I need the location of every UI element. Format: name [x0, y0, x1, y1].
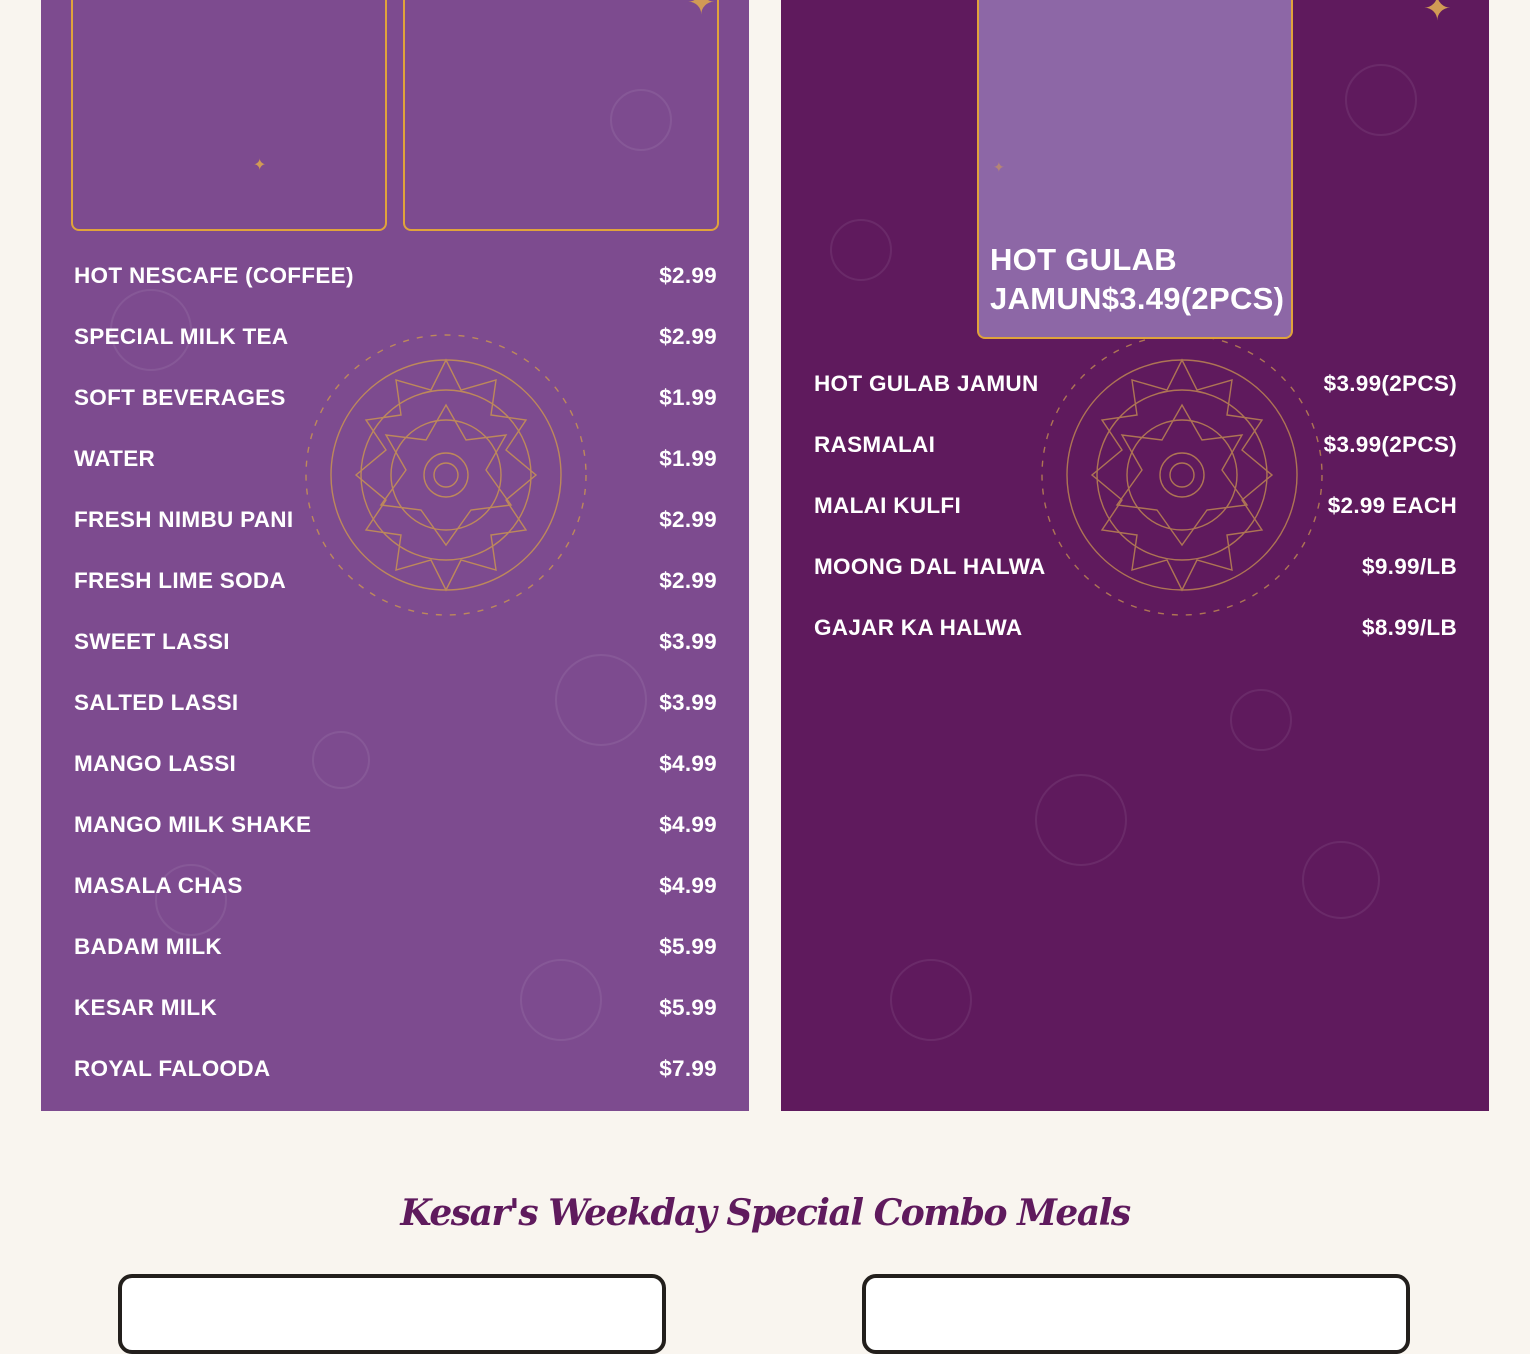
- item-price: $4.99: [659, 872, 717, 898]
- item-price: $1.99: [659, 445, 717, 471]
- item-name: FRESH LIME SODA: [74, 567, 287, 593]
- menu-item: SALTED LASSI $3.99: [74, 672, 717, 733]
- item-name: GAJAR KA HALWA: [814, 614, 1023, 640]
- menu-item: WATER $1.99: [74, 428, 717, 489]
- menu-item: RASMALAI $3.99(2PCS): [814, 414, 1457, 475]
- menu-item: BADAM MILK $5.99: [74, 916, 717, 977]
- item-price: $5.99: [659, 994, 717, 1020]
- item-name: SWEET LASSI: [74, 628, 230, 654]
- item-name: ROYAL FALOODA: [74, 1055, 271, 1081]
- item-name: SALTED LASSI: [74, 689, 239, 715]
- beverages-list: HOT NESCAFE (COFFEE) $2.99 SPECIAL MILK T…: [74, 245, 717, 1099]
- menu-item: FRESH NIMBU PANI $2.99: [74, 489, 717, 550]
- menu-photo-frame: ✦: [71, 0, 387, 231]
- item-name: KESAR MILK: [74, 994, 217, 1020]
- menu-item: KESAR MILK $5.99: [74, 977, 717, 1038]
- item-name: FRESH NIMBU PANI: [74, 506, 294, 532]
- item-price: $5.99: [659, 933, 717, 959]
- menu-photo-frame: ✦: [403, 0, 719, 231]
- combo-section-title: Kesar's Weekday Special Combo Meals: [400, 1192, 1131, 1234]
- item-name: BADAM MILK: [74, 933, 222, 959]
- menu-item: SPECIAL MILK TEA $2.99: [74, 306, 717, 367]
- menu-item: HOT GULAB JAMUN $3.99(2PCS): [814, 353, 1457, 414]
- menu-item: ROYAL FALOODA $7.99: [74, 1038, 717, 1099]
- menu-item: GAJAR KA HALWA $8.99/LB: [814, 597, 1457, 658]
- sparkle-icon: ✦: [687, 0, 716, 22]
- menu-item: HOT NESCAFE (COFFEE) $2.99: [74, 245, 717, 306]
- featured-item-name: HOT GULAB JAMUN: [990, 242, 1177, 316]
- item-price: $3.99: [659, 628, 717, 654]
- item-name: MASALA CHAS: [74, 872, 243, 898]
- menu-item: MALAI KULFI $2.99 EACH: [814, 475, 1457, 536]
- item-name: HOT GULAB JAMUN: [814, 370, 1039, 396]
- menu-item: MOONG DAL HALWA $9.99/LB: [814, 536, 1457, 597]
- item-price: $4.99: [659, 811, 717, 837]
- beverages-panel: ✦ ✦ HOT NESCAFE (COFFEE) $2.99 SPECIAL MI…: [41, 0, 749, 1111]
- item-name: MOONG DAL HALWA: [814, 553, 1046, 579]
- menu-item: MANGO LASSI $4.99: [74, 733, 717, 794]
- sparkle-icon: ✦: [993, 159, 1005, 175]
- desserts-panel: ✦ ✦ HOT GULAB JAMUN$3.49(2PCS) HOT GULAB…: [781, 0, 1489, 1111]
- item-price: $2.99 EACH: [1327, 492, 1457, 518]
- menu-item: FRESH LIME SODA $2.99: [74, 550, 717, 611]
- item-name: HOT NESCAFE (COFFEE): [74, 262, 354, 288]
- featured-item-price: $3.49(2PCS): [1101, 281, 1285, 316]
- featured-item-caption: HOT GULAB JAMUN$3.49(2PCS): [990, 240, 1290, 318]
- menu-item: SWEET LASSI $3.99: [74, 611, 717, 672]
- item-price: $7.99: [659, 1055, 717, 1081]
- item-name: WATER: [74, 445, 156, 471]
- item-name: SPECIAL MILK TEA: [74, 323, 289, 349]
- item-price: $2.99: [659, 262, 717, 288]
- item-price: $4.99: [659, 750, 717, 776]
- sparkle-icon: ✦: [1423, 0, 1452, 28]
- item-name: MANGO MILK SHAKE: [74, 811, 312, 837]
- item-price: $2.99: [659, 323, 717, 349]
- item-name: MANGO LASSI: [74, 750, 237, 776]
- item-price: $3.99(2PCS): [1323, 431, 1457, 457]
- item-price: $8.99/LB: [1362, 614, 1457, 640]
- item-name: MALAI KULFI: [814, 492, 962, 518]
- item-price: $9.99/LB: [1362, 553, 1457, 579]
- menu-item: MANGO MILK SHAKE $4.99: [74, 794, 717, 855]
- sparkle-icon: ✦: [253, 157, 267, 174]
- combo-card[interactable]: [118, 1274, 666, 1354]
- item-price: $2.99: [659, 506, 717, 532]
- menu-item: SOFT BEVERAGES $1.99: [74, 367, 717, 428]
- combo-card[interactable]: [862, 1274, 1410, 1354]
- item-price: $2.99: [659, 567, 717, 593]
- item-price: $3.99(2PCS): [1323, 370, 1457, 396]
- item-name: RASMALAI: [814, 431, 936, 457]
- item-price: $1.99: [659, 384, 717, 410]
- menu-item: MASALA CHAS $4.99: [74, 855, 717, 916]
- item-price: $3.99: [659, 689, 717, 715]
- featured-item-card: ✦ HOT GULAB JAMUN$3.49(2PCS): [977, 0, 1293, 339]
- item-name: SOFT BEVERAGES: [74, 384, 286, 410]
- desserts-list: HOT GULAB JAMUN $3.99(2PCS) RASMALAI $3.99…: [814, 353, 1457, 658]
